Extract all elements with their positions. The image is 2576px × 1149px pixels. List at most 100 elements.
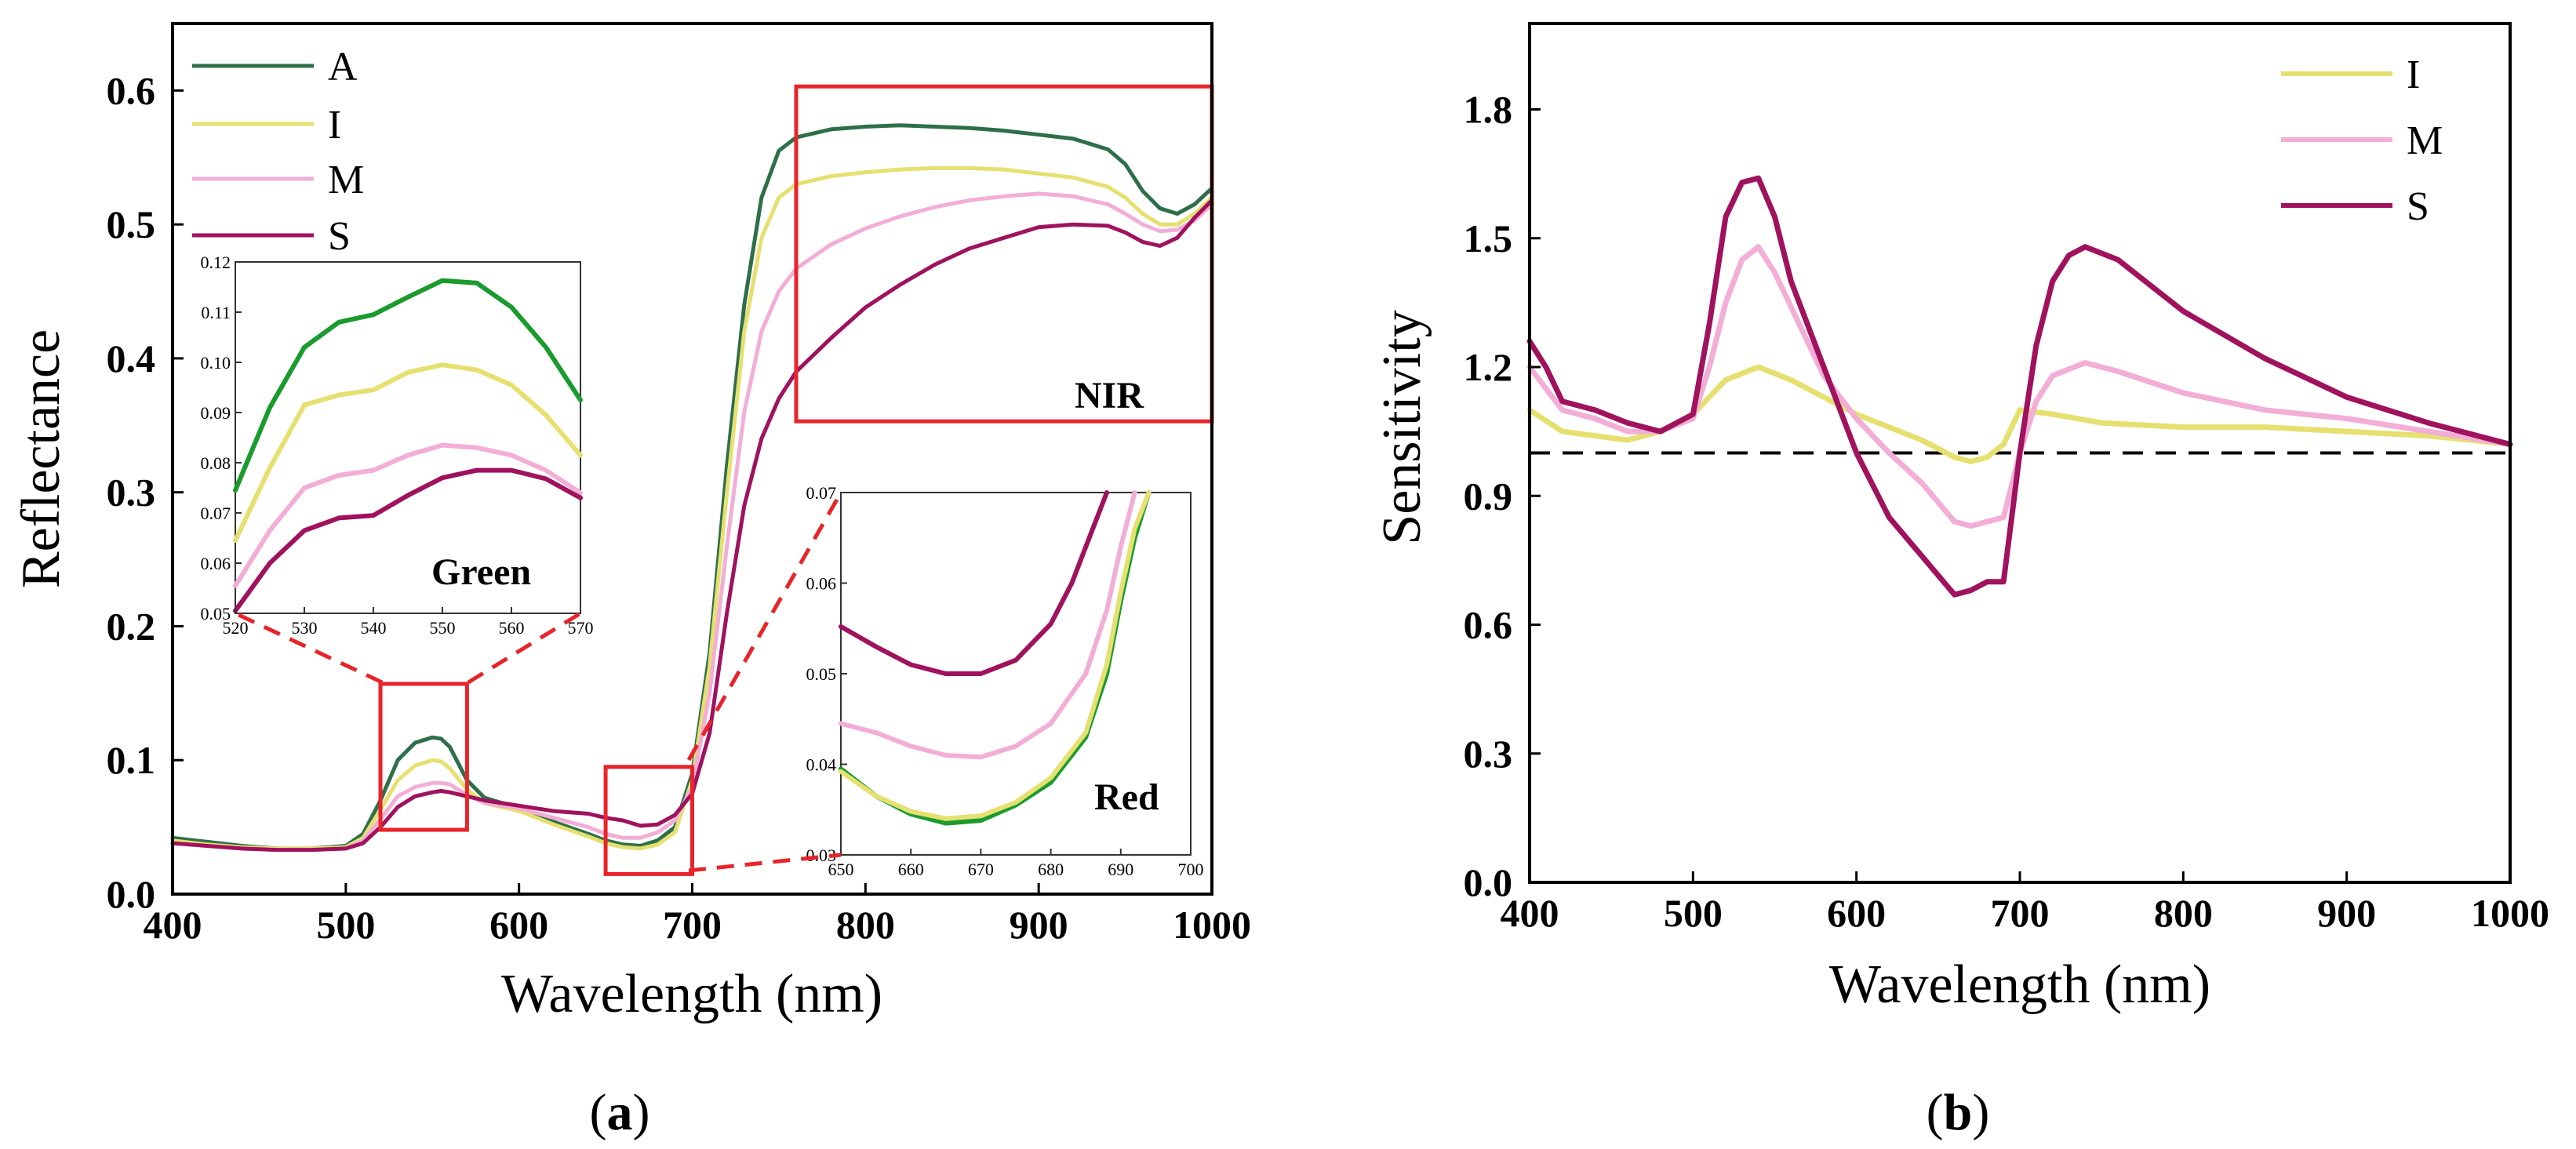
panel-b-caption-open: (: [1927, 1084, 1944, 1141]
panel-b-ytick-label-0.6: 0.6: [1464, 603, 1513, 647]
panel-a-xlabel: Wavelength (nm): [501, 964, 882, 1024]
legend-b-label-i: I: [2407, 53, 2420, 97]
inset-red-xtick-label-670: 670: [968, 860, 994, 879]
panel-b-line-m: [1526, 244, 2513, 529]
inset-green-line-s: [233, 467, 583, 613]
panel-a-ytick-label-0.2: 0.2: [107, 604, 156, 648]
panel-b-xtick-label-900: 900: [2317, 891, 2376, 935]
panel-a-ytick-label-0.1: 0.1: [107, 738, 156, 782]
inset-red-xtick-label-700: 700: [1178, 860, 1204, 879]
panel-b-xtick-label-700: 700: [1991, 891, 2050, 935]
panel-b-xtick-label-600: 600: [1827, 891, 1886, 935]
legend-label-i: I: [328, 103, 341, 147]
panel-b-xtick-label-1000: 1000: [2471, 891, 2549, 935]
panel-b-ylabel: Sensitivity: [1372, 310, 1432, 544]
nir-label: NIR: [1075, 375, 1144, 416]
inset-green-label: Green: [431, 551, 531, 593]
inset-red-xtick-label-680: 680: [1038, 860, 1064, 879]
highlight-box-1: [378, 682, 469, 832]
inset-red-line-m: [839, 490, 1137, 760]
inset-green-lines: [233, 278, 583, 613]
panel-b-axes: 400 500 600 700 800 900 1000 0.0 0.3 0.6 0.9 1.2 1.5…: [1464, 88, 2550, 936]
panel-b-ytick-label-1.8: 1.8: [1464, 88, 1513, 132]
panel-a-legend: A I M S: [192, 45, 364, 259]
legend-label-s: S: [328, 214, 351, 259]
inset-red-xtick-label-690: 690: [1108, 860, 1133, 879]
panel-a-xtick-label-600: 600: [489, 903, 548, 947]
legend-label-a: A: [328, 45, 358, 89]
panel-a-ytick-label-0.0: 0.0: [107, 872, 156, 916]
panel-a-caption-open: (: [590, 1084, 607, 1141]
panel-a-axes: 400 500 600 700 800 900 1000 0.0 0.1 0.2 0.3 0.4 0.5…: [107, 68, 1252, 947]
inset-green-ytick-label-0.06: 0.06: [201, 554, 231, 573]
connector-red-top: [686, 491, 843, 762]
panel-b-xtick-label-800: 800: [2154, 891, 2213, 935]
inset-red-line-i: [839, 490, 1152, 821]
panel-b-caption-close: ): [1972, 1084, 1989, 1141]
inset-green-ytick-label-0.11: 0.11: [201, 303, 231, 322]
panel-b-ytick-label-0.3: 0.3: [1464, 732, 1513, 776]
inset-red-line-s: [839, 490, 1109, 676]
panel-a-caption: (a): [590, 1084, 650, 1141]
panel-a-ytick-label-0.4: 0.4: [107, 336, 156, 380]
connector-red-bottom: [688, 853, 842, 873]
inset-green-xtick-label-530: 530: [292, 618, 318, 638]
inset-green-xtick-label-520: 520: [223, 618, 249, 638]
panel-a-xtick-label-500: 500: [316, 903, 375, 947]
panel-b-chart: I M S 400 500 600 700 800 900 1000 0.0 0.3 0.6 0.9…: [1372, 22, 2550, 1141]
connector-green-right: [467, 611, 582, 685]
panel-a-ytick-label-0.6: 0.6: [107, 68, 156, 112]
inset-connectors: [234, 491, 843, 873]
panel-b-xtick-label-400: 400: [1501, 891, 1559, 935]
panel-b-ytick-label-0.9: 0.9: [1464, 474, 1513, 518]
inset-green-line-m: [233, 442, 583, 588]
inset-green-ytick-label-0.09: 0.09: [201, 403, 231, 423]
panel-a-chart: 520 530 540 550 560 570 0.05 0.06 0.07 0.08 0.09 0.…: [11, 22, 1252, 1141]
panel-b-ytick-label-1.5: 1.5: [1464, 216, 1513, 260]
inset-red-ytick-label-0.07: 0.07: [806, 483, 837, 503]
panel-a-ytick-label-0.3: 0.3: [107, 471, 156, 515]
panel-b-ytick-label-0.0: 0.0: [1464, 860, 1513, 904]
inset-green-xtick-label-540: 540: [361, 618, 387, 638]
panel-a-xtick-label-400: 400: [144, 903, 202, 947]
inset-green-line-i: [233, 362, 583, 544]
panel-b-caption: (b): [1927, 1084, 1990, 1141]
inset-green: 520 530 540 550 560 570 0.05 0.06 0.07 0.08 0.09 0.…: [201, 253, 594, 638]
inset-red-xtick-label-650: 650: [828, 860, 854, 879]
inset-green-ytick-label-0.08: 0.08: [201, 453, 231, 473]
inset-red-ytick-label-0.05: 0.05: [806, 664, 837, 684]
legend-label-m: M: [328, 158, 364, 202]
inset-red-ytick-label-0.04: 0.04: [806, 755, 837, 775]
highlight-box-2: [603, 765, 694, 876]
panel-b-line-s: [1526, 175, 2513, 598]
inset-green-xtick-label-570: 570: [568, 618, 594, 638]
panel-a-line-m: [170, 191, 1214, 853]
legend-b-label-m: M: [2407, 118, 2443, 163]
panel-b-ytick-label-1.2: 1.2: [1464, 345, 1513, 389]
panel-a-line-s: [170, 198, 1214, 853]
panel-a-ytick-label-0.5: 0.5: [107, 202, 156, 246]
panel-a-series-lines: [170, 123, 1214, 853]
panel-a-line-i: [170, 165, 1214, 851]
inset-red-lines: [839, 490, 1152, 826]
panel-a-xtick-label-700: 700: [663, 903, 722, 947]
inset-green-ytick-label-0.05: 0.05: [201, 604, 231, 624]
panel-a-caption-letter: a: [607, 1084, 633, 1141]
inset-green-ytick-label-0.10: 0.10: [201, 353, 231, 373]
inset-red-ytick-label-0.06: 0.06: [806, 574, 837, 594]
panel-a-xtick-label-800: 800: [836, 903, 895, 947]
highlight-box-3: [794, 84, 1214, 424]
panel-a-ylabel: Reflectance: [11, 329, 71, 588]
panel-b-xlabel: Wavelength (nm): [1829, 954, 2210, 1015]
inset-green-ticks: 520 530 540 550 560 570 0.05 0.06 0.07 0.08 0.09 0.…: [201, 253, 594, 638]
inset-green-ytick-label-0.12: 0.12: [201, 253, 231, 272]
panel-a-caption-close: ): [633, 1084, 650, 1141]
inset-green-xtick-label-560: 560: [499, 618, 525, 638]
panel-b-series-lines: [1526, 175, 2513, 598]
inset-green-line-a: [233, 278, 583, 493]
panel-b-legend: I M S: [2281, 53, 2443, 229]
inset-green-ytick-label-0.07: 0.07: [201, 504, 231, 523]
